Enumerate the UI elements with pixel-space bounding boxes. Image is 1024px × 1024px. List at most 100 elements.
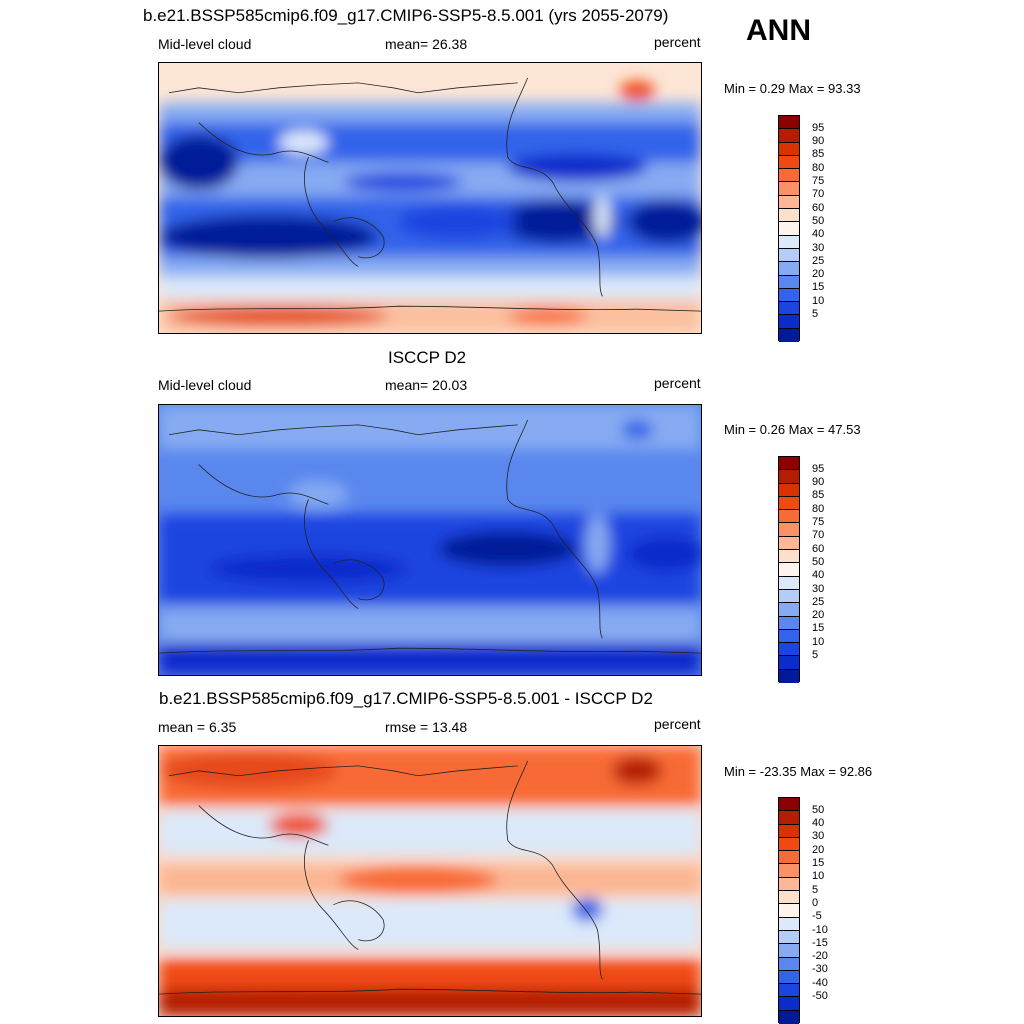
colorbar-swatch (779, 864, 799, 878)
colorbar-tick-label: 30 (812, 241, 825, 254)
colorbar-swatch (779, 589, 799, 604)
colorbar-tick-label: -30 (812, 963, 828, 976)
colorbar-tick-label: 80 (812, 502, 825, 515)
colorbar-tick-label: 5 (812, 883, 819, 896)
colorbar-swatch (779, 536, 799, 551)
colorbar-swatch (779, 550, 799, 564)
colorbar-swatch (779, 603, 799, 617)
colorbar-swatch (779, 222, 799, 236)
colorbar-swatch (779, 155, 799, 170)
panel-1-units-label: percent (654, 34, 701, 50)
colorbar-swatch (779, 248, 799, 263)
panel-1-minmax: Min = 0.29 Max = 93.33 (724, 81, 861, 96)
colorbar-tick-label: 60 (812, 201, 825, 214)
colorbar-tick-label: 90 (812, 476, 825, 489)
colorbar-swatch (779, 457, 799, 471)
panel-2-title: ISCCP D2 (388, 348, 467, 367)
colorbar-tick-label: -20 (812, 950, 828, 963)
colorbar-swatch (779, 984, 799, 998)
colorbar-tick-label: 70 (812, 188, 825, 201)
colorbar-tick-label: 60 (812, 542, 825, 555)
colorbar-swatch (779, 262, 799, 276)
colorbar-swatch (779, 904, 799, 918)
observed-mid-level-cloud-map (158, 404, 702, 676)
colorbar-tick-label: 20 (812, 268, 825, 281)
colorbar-swatch (779, 669, 799, 684)
colorbar-swatch (779, 930, 799, 945)
colorbar-swatch (779, 824, 799, 838)
colorbar-swatch (779, 209, 799, 223)
panel-2-mean-label: mean= 20.03 (385, 377, 468, 393)
colorbar-swatch (779, 957, 799, 971)
colorbar-tick-label: 50 (812, 803, 825, 816)
panel-1-mean-label: mean= 26.38 (385, 36, 468, 52)
panel-3-minmax: Min = -23.35 Max = 92.86 (724, 764, 873, 779)
colorbar-swatch (779, 576, 799, 590)
colorbar-tick-label: 15 (812, 857, 825, 869)
colorbar-swatch (779, 523, 799, 537)
difference-map (158, 745, 702, 1017)
colorbar-swatch (779, 616, 799, 630)
panel-2-minmax: Min = 0.26 Max = 47.53 (724, 422, 861, 437)
colorbar-swatch (779, 288, 799, 303)
colorbar-tick-label: 20 (812, 843, 825, 856)
panel-3-mean-label: mean = 6.35 (158, 719, 237, 735)
colorbar-tick-label: 40 (812, 569, 825, 582)
colorbar-swatch (779, 917, 799, 931)
colorbar-swatch (779, 891, 799, 905)
colorbar-tick-label: 20 (812, 609, 825, 622)
colorbar-tick-label: 75 (812, 516, 825, 528)
colorbar-3 (778, 797, 800, 1024)
model-mid-level-cloud-map (158, 62, 702, 334)
colorbar-tick-label: 40 (812, 228, 825, 241)
colorbar-swatch (779, 643, 799, 657)
colorbar-tick-label: 75 (812, 175, 825, 187)
colorbar-tick-label: -15 (812, 936, 828, 949)
colorbar-tick-label: 50 (812, 214, 825, 227)
colorbar-tick-label: 10 (812, 870, 825, 883)
panel-3-rmse-label: rmse = 13.48 (385, 719, 468, 735)
colorbar-swatch (779, 563, 799, 577)
colorbar-tick-label: 85 (812, 489, 825, 502)
colorbar-tick-label: -5 (812, 910, 822, 923)
colorbar-tick-label: 30 (812, 582, 825, 595)
colorbar-tick-label: 25 (812, 595, 825, 608)
colorbar-2 (778, 456, 800, 684)
coastlines-2 (159, 419, 701, 654)
colorbar-swatch (779, 470, 799, 484)
colorbar-swatch (779, 811, 799, 825)
colorbar-swatch (779, 496, 799, 511)
colorbar-tick-label: 80 (812, 161, 825, 174)
colorbar-swatch (779, 169, 799, 183)
colorbar-tick-label: 10 (812, 294, 825, 307)
colorbar-swatch (779, 798, 799, 812)
panel-1-title: b.e21.BSSP585cmip6.f09_g17.CMIP6-SSP5-8.… (143, 6, 669, 25)
panel-3-units-label: percent (654, 716, 701, 732)
colorbar-swatch (779, 182, 799, 196)
coastlines-3 (159, 760, 701, 995)
colorbar-swatch (779, 629, 799, 644)
panel-2-variable-label: Mid-level cloud (158, 377, 252, 393)
colorbar-swatch (779, 275, 799, 289)
colorbar-swatch (779, 142, 799, 156)
colorbar-swatch (779, 1010, 799, 1024)
colorbar-tick-label: 95 (812, 121, 825, 134)
colorbar-tick-label: 50 (812, 555, 825, 568)
colorbar-tick-label: 5 (812, 308, 819, 320)
colorbar-tick-label: 70 (812, 529, 825, 542)
colorbar-swatch (779, 877, 799, 892)
panel-3-title: b.e21.BSSP585cmip6.f09_g17.CMIP6-SSP5-8.… (159, 689, 653, 708)
colorbar-tick-label: 0 (812, 896, 819, 909)
colorbar-tick-label: -10 (812, 923, 828, 936)
colorbar-swatch (779, 970, 799, 985)
colorbar-tick-label: 95 (812, 462, 825, 475)
colorbar-tick-label: 15 (812, 281, 825, 294)
colorbar-swatch (779, 328, 799, 343)
panel-1-variable-label: Mid-level cloud (158, 36, 252, 52)
colorbar-swatch (779, 129, 799, 143)
colorbar-tick-label: 85 (812, 148, 825, 161)
colorbar-tick-label: 25 (812, 254, 825, 267)
season-label: ANN (746, 14, 811, 47)
colorbar-swatch (779, 302, 799, 316)
colorbar-swatch (779, 997, 799, 1011)
